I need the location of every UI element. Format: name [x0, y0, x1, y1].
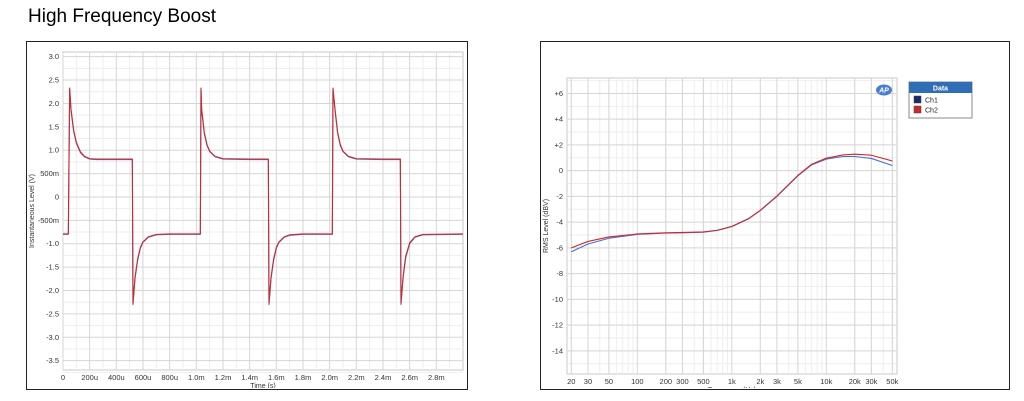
x-tick-label: 1k — [728, 377, 736, 386]
x-tick-label: 50 — [605, 377, 613, 386]
x-tick-label: 30 — [584, 377, 592, 386]
x-tick-label: 100 — [631, 377, 644, 386]
y-tick-label: -1.5 — [46, 263, 59, 272]
x-tick-label: 2.0m — [321, 373, 338, 382]
x-tick-label: 1.6m — [268, 373, 285, 382]
x-tick-label: 30k — [865, 377, 877, 386]
y-tick-label: -500m — [38, 216, 59, 225]
x-tick-label: 2.8m — [428, 373, 445, 382]
legend: Data Ch1 Ch2 — [908, 81, 973, 119]
ap-logo-badge — [876, 84, 892, 96]
x-tick-label: 2.2m — [348, 373, 365, 382]
y-tick-label: 0 — [55, 192, 59, 201]
y-tick-label: +4 — [554, 115, 563, 124]
y-tick-label: 500m — [40, 169, 59, 178]
x-tick-label: 1.4m — [241, 373, 258, 382]
y-tick-label: 1.5 — [49, 122, 59, 131]
x-tick-label: 400u — [108, 373, 125, 382]
page-title: High Frequency Boost — [28, 6, 216, 27]
legend-label-ch2: Ch2 — [925, 108, 938, 115]
y-tick-label: -14 — [552, 346, 563, 355]
y-tick-label: -1.0 — [46, 239, 59, 248]
legend-header — [909, 82, 972, 93]
series-line-series-2 — [63, 87, 464, 304]
y-tick-label: -2.0 — [46, 286, 59, 295]
y-tick-label: +2 — [554, 140, 563, 149]
x-tick-label: 200u — [81, 373, 98, 382]
ap-logo-text: AP — [878, 88, 889, 95]
y-tick-label: -4 — [556, 218, 563, 227]
y-tick-label: -8 — [556, 269, 563, 278]
y-tick-label: +6 — [554, 89, 563, 98]
x-tick-label: 500 — [697, 377, 710, 386]
grid — [567, 78, 897, 374]
y-tick-label: 0 — [559, 166, 563, 175]
x-tick-label: 20 — [567, 377, 575, 386]
x-tick-label: 2k — [756, 377, 764, 386]
y-tick-label: -2 — [556, 192, 563, 201]
y-axis-label: RMS Level (dBV) — [543, 199, 550, 253]
y-tick-label: -6 — [556, 243, 563, 252]
legend-swatch-ch2 — [913, 105, 922, 114]
y-tick-label: 2.0 — [49, 99, 59, 108]
y-tick-label: -10 — [552, 295, 563, 304]
x-tick-label: 1.0m — [188, 373, 205, 382]
frequency-response-chart: 20 30 50 100 200 300 500 1k 2k 3k 5k 10k 20k 30k 50k +6… — [543, 77, 973, 394]
x-tick-label: 1.2m — [215, 373, 232, 382]
y-tick-label: 3.0 — [49, 52, 59, 61]
time-domain-chart-panel: 0 200u 400u 600u 800u 1.0m 1.2m 1.4m 1.6m 1.8m 2.0… — [26, 41, 468, 390]
x-tick-label: 300 — [676, 377, 689, 386]
y-axis-label: Instantaneous Level (V) — [29, 174, 36, 248]
frequency-response-chart-panel: 20 30 50 100 200 300 500 1k 2k 3k 5k 10k 20k 30k 50k +6… — [540, 41, 1010, 394]
ap-logo: AP — [876, 84, 892, 96]
x-axis-label: Frequency (Hz) — [708, 387, 756, 388]
time-domain-chart: 0 200u 400u 600u 800u 1.0m 1.2m 1.4m 1.6m 1.8m 2.0… — [29, 51, 464, 390]
grid — [62, 52, 463, 373]
x-tick-label: 2.6m — [401, 373, 418, 382]
x-tick-label: 800u — [161, 373, 178, 382]
y-tick-label: -2.5 — [46, 309, 59, 318]
y-tick-label: -12 — [552, 321, 563, 330]
x-tick-label: 2.4m — [375, 373, 392, 382]
x-tick-label: 3k — [773, 377, 781, 386]
x-tick-label: 10k — [820, 377, 832, 386]
legend-title: Data — [933, 86, 948, 93]
y-tick-label: 1.0 — [49, 146, 59, 155]
series-line-ch2 — [571, 153, 893, 249]
legend-label-ch1: Ch1 — [925, 98, 938, 105]
x-tick-label: 50k — [886, 377, 898, 386]
y-tick-label: 2.5 — [49, 76, 59, 85]
legend-swatch-ch1 — [913, 95, 922, 104]
x-axis-label: Time (s) — [250, 383, 275, 388]
x-tick-label: 200 — [660, 377, 673, 386]
y-tick-label: -3.0 — [46, 333, 59, 342]
x-tick-label: 20k — [849, 377, 861, 386]
y-tick-label: -3.5 — [46, 356, 59, 365]
x-tick-label: 1.8m — [295, 373, 312, 382]
x-tick-label: 600u — [135, 373, 152, 382]
x-tick-label: 5k — [794, 377, 802, 386]
x-tick-label: 0 — [61, 373, 65, 382]
